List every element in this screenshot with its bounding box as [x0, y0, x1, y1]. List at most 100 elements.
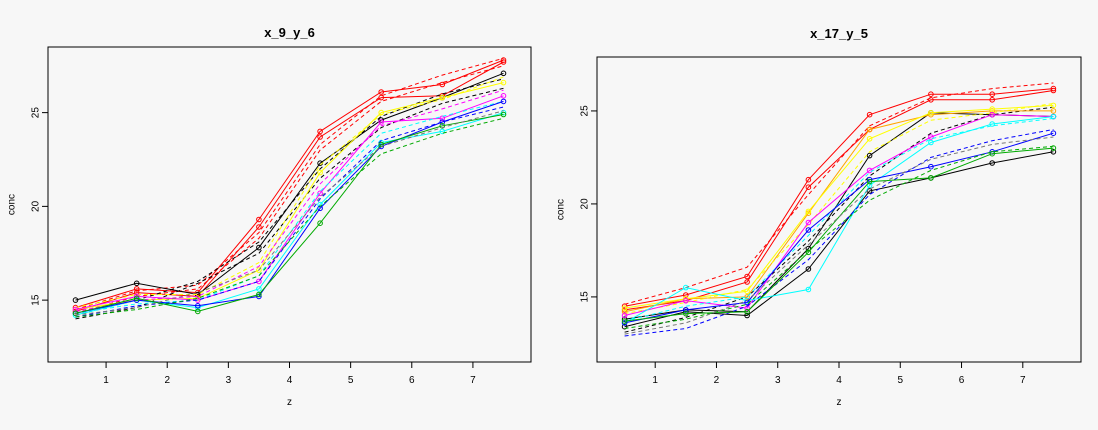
data-point [256, 291, 262, 298]
data-point [866, 178, 873, 185]
x-tick-label: 7 [1020, 375, 1026, 386]
data-point [744, 273, 750, 280]
data-point [989, 150, 996, 157]
series-line [624, 136, 1054, 335]
x-tick-label: 7 [470, 375, 476, 386]
data-point [500, 93, 507, 99]
data-point [500, 111, 507, 118]
chart-panel-left: x_9_y_6 1 2 3 4 5 6 7 15 20 25 z conc [6, 25, 532, 408]
data-point [133, 280, 140, 287]
data-point [866, 152, 873, 159]
x-tick-label: 5 [897, 375, 903, 386]
y-tick-label: 20 [580, 198, 591, 210]
data-point [500, 79, 507, 86]
series-line [75, 78, 504, 316]
data-point [683, 284, 689, 291]
data-point [805, 266, 812, 272]
data-point [989, 91, 996, 97]
data-point [989, 160, 996, 166]
series-line [624, 106, 1054, 333]
data-point [1050, 108, 1057, 114]
series-line [75, 114, 504, 314]
x-tick-label: 4 [836, 375, 842, 386]
data-point [317, 128, 323, 135]
series-line [624, 110, 1054, 313]
data-point [439, 81, 446, 88]
series-line [624, 82, 1054, 305]
series-line [624, 145, 1054, 329]
series-line [624, 104, 1054, 309]
series-line [624, 90, 1054, 311]
data-point [928, 110, 934, 116]
series-line [624, 88, 1054, 307]
x-tick-label: 4 [287, 375, 293, 386]
data-point [989, 106, 996, 112]
data-point [439, 128, 446, 135]
series-line [624, 132, 1054, 324]
data-point [805, 208, 812, 215]
data-point [72, 306, 79, 313]
data-point [1050, 149, 1057, 155]
data-point [621, 316, 628, 323]
data-point [928, 134, 934, 140]
data-point [72, 297, 79, 303]
y-tick-label: 15 [31, 294, 42, 306]
y-axis-label: conc [7, 194, 18, 215]
x-axis-label: z [837, 397, 842, 408]
data-point [805, 286, 812, 293]
chart-x9y6: x_9_y_6 1 2 3 4 5 6 7 15 20 25 z conc [7, 25, 532, 408]
data-point [317, 190, 323, 197]
data-point [683, 310, 689, 317]
data-point [683, 292, 689, 298]
data-point [928, 91, 934, 97]
x-tick-label: 1 [103, 375, 109, 386]
chart-title: x_9_y_6 [264, 25, 315, 40]
chart-panel-right: x_17_y_5 1 2 3 4 5 6 7 15 20 25 z conc [549, 0, 1098, 430]
data-point [866, 111, 873, 118]
data-point [744, 288, 750, 295]
data-point [317, 220, 323, 226]
series-line [624, 116, 1054, 324]
data-point [928, 175, 934, 181]
data-point [378, 89, 385, 95]
series-line [75, 110, 504, 316]
series-line [624, 129, 1054, 337]
chart-x17y5: x_17_y_5 1 2 3 4 5 6 7 15 20 25 z conc [556, 26, 1082, 408]
data-point [683, 297, 689, 304]
series-line [75, 100, 504, 314]
x-tick-label: 3 [226, 375, 232, 386]
y-tick-label: 15 [580, 291, 591, 303]
data-point [928, 97, 934, 103]
series-line [75, 65, 504, 314]
data-point [439, 119, 446, 125]
series-line [75, 95, 504, 310]
data-point [317, 169, 323, 176]
plot-frame [47, 46, 532, 363]
data-point [928, 163, 934, 170]
data-point [133, 295, 140, 302]
data-point [317, 134, 323, 140]
data-point [256, 244, 262, 251]
series-line [624, 103, 1054, 315]
y-axis-label: conc [556, 199, 567, 220]
data-point [621, 305, 628, 311]
data-point [989, 97, 996, 103]
chart-title: x_17_y_5 [810, 26, 868, 41]
data-point [866, 182, 873, 189]
data-point [1050, 87, 1057, 94]
data-point [621, 323, 628, 330]
x-tick-label: 3 [775, 375, 781, 386]
data-point [378, 119, 385, 125]
series-line [624, 147, 1054, 322]
series-line [75, 82, 504, 310]
data-point [500, 98, 507, 105]
series-line [624, 114, 1054, 316]
series-line [624, 117, 1054, 322]
data-point [621, 309, 628, 315]
series-line [75, 59, 504, 309]
series-line [75, 57, 504, 310]
data-point [744, 279, 750, 285]
data-point [805, 176, 812, 183]
x-tick-label: 2 [164, 375, 170, 386]
series-line [75, 61, 504, 312]
